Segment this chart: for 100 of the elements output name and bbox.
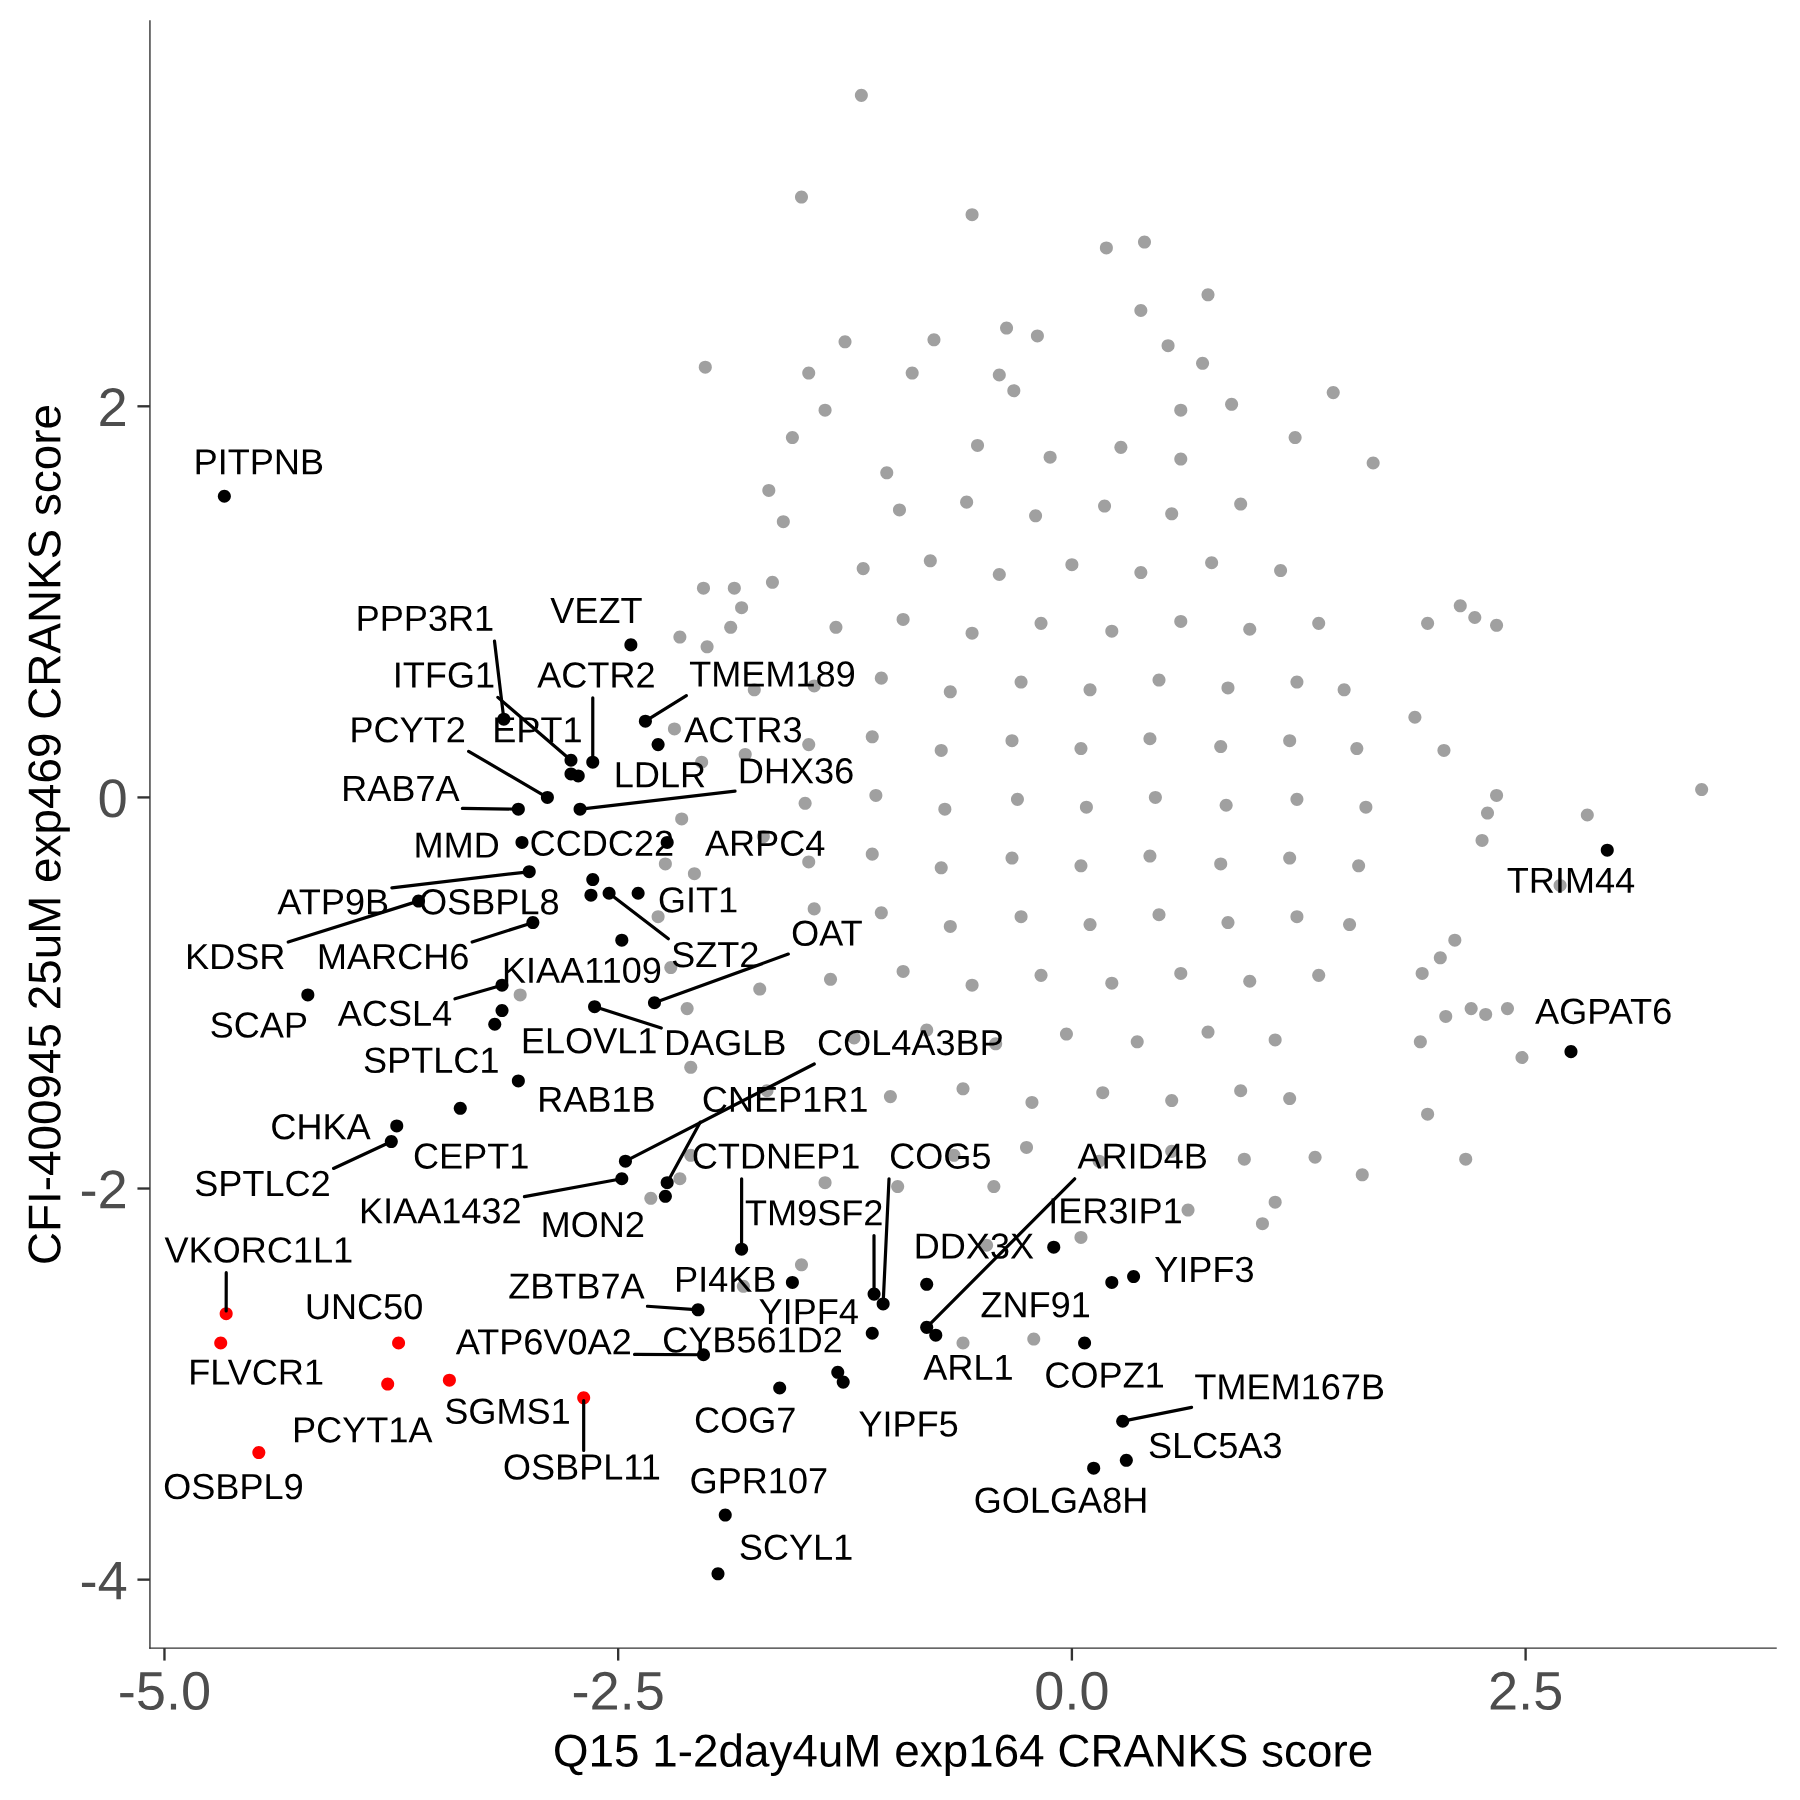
annotation: PCYT2 — [352, 717, 465, 743]
point — [214, 1336, 228, 1350]
annotation: TMEM167B — [1195, 1374, 1384, 1400]
point — [1047, 1240, 1061, 1254]
point — [495, 1004, 509, 1018]
x-tick-label: -5.0 — [120, 1671, 210, 1711]
annotation: COPZ1 — [1046, 1362, 1163, 1388]
point — [301, 988, 315, 1002]
annotation: SGMS1 — [445, 1398, 569, 1425]
annotation: CCDC22 — [531, 830, 673, 856]
point — [1119, 1453, 1133, 1467]
annotation: ACSL4 — [337, 1000, 452, 1027]
x-tick-label: 2.5 — [1490, 1671, 1561, 1711]
point — [586, 873, 600, 887]
x-axis-title: Q15 1-2day4uM exp164 CRANKS score — [555, 1733, 1372, 1777]
annotation: KIAA1109 — [504, 957, 661, 984]
point — [718, 1508, 732, 1522]
annotation: TM9SF2 — [745, 1200, 882, 1226]
x-tick-label: -2.5 — [573, 1671, 663, 1711]
y-axis-title: CFI-400945 25uM exp469 CRANKS score — [28, 406, 70, 1263]
point — [511, 1074, 525, 1088]
annotation: TMEM189 — [689, 661, 855, 687]
point — [711, 1567, 725, 1581]
annotation: ACTR2 — [537, 662, 654, 688]
point — [515, 835, 529, 849]
annotation: ACTR3 — [684, 717, 802, 743]
annotation: CEPT1 — [414, 1143, 528, 1169]
annotation: MARCH6 — [319, 943, 468, 970]
annotation: AGPAT6 — [1535, 998, 1671, 1025]
annotation: GIT1 — [659, 887, 737, 913]
annotation: ELOVL1 — [523, 1027, 656, 1054]
annotation: PPP3R1 — [358, 605, 493, 632]
annotation: CHKA — [272, 1113, 371, 1140]
annotation: MMD — [416, 832, 499, 858]
annotation: ZBTB7A — [509, 1273, 645, 1299]
point — [392, 1336, 406, 1350]
point — [488, 1017, 502, 1031]
annotation: OSBPL11 — [504, 1454, 660, 1480]
y-tick-label: 2 — [100, 388, 125, 426]
annotation: ITFG1 — [396, 662, 494, 688]
point — [658, 1189, 672, 1203]
point — [1087, 1461, 1101, 1475]
point — [390, 1119, 404, 1133]
annotation: VEZT — [550, 598, 642, 623]
point — [1127, 1270, 1141, 1284]
point — [651, 738, 665, 752]
annotation: ZNF91 — [981, 1291, 1090, 1318]
annotation: CYB561D2 — [663, 1327, 841, 1353]
annotation: LDLR — [616, 762, 705, 788]
annotation: YIPF4 — [759, 1299, 858, 1324]
annotation: SPTLC1 — [364, 1047, 498, 1074]
annotation: PI4KB — [677, 1266, 775, 1292]
point — [615, 933, 629, 947]
point — [453, 1101, 467, 1115]
annotation: COL4A3BP — [818, 1029, 1002, 1056]
annotation: OSBPL8 — [420, 889, 559, 915]
annotation: RAB1B — [540, 1086, 654, 1112]
annotation: SCAP — [211, 1012, 307, 1038]
point — [773, 1381, 787, 1395]
annotation: UNC50 — [307, 1293, 422, 1320]
point — [831, 1365, 845, 1379]
point — [1105, 1275, 1119, 1289]
annotation: TRIM44 — [1507, 867, 1635, 893]
annotation: DAGLB — [667, 1029, 785, 1056]
point — [1078, 1336, 1092, 1350]
annotation: GOLGA8H — [975, 1487, 1146, 1514]
point — [571, 769, 585, 783]
annotation: PITPNB — [196, 449, 323, 475]
point — [920, 1277, 934, 1291]
annotation: PCYT1A — [295, 1417, 433, 1443]
annotation: ARPC4 — [705, 830, 825, 856]
annotation: SLC5A3 — [1149, 1432, 1281, 1459]
y-tick-label: -2 — [81, 1170, 125, 1209]
annotation: GPR107 — [691, 1467, 827, 1494]
x-tick-label: 0.0 — [1036, 1671, 1108, 1711]
annotation: COG7 — [695, 1407, 795, 1433]
annotation: ARID4B — [1077, 1143, 1206, 1169]
annotation: OSBPL9 — [164, 1473, 302, 1500]
annotation: CTDNEP1 — [693, 1143, 859, 1169]
annotation: RAB7A — [344, 776, 460, 801]
point — [631, 886, 645, 900]
annotation: YIPF5 — [859, 1411, 958, 1437]
annotation: ATP6V0A2 — [455, 1329, 630, 1355]
point — [929, 1328, 943, 1342]
annotation: YIPF3 — [1155, 1256, 1253, 1283]
annotation: MON2 — [543, 1211, 644, 1238]
point — [584, 888, 598, 902]
annotation: IER3IP1 — [1051, 1198, 1181, 1224]
point — [381, 1377, 395, 1391]
point — [865, 1326, 879, 1340]
y-tick-label: -4 — [81, 1562, 127, 1600]
annotation: ATP9B — [277, 889, 388, 915]
annotation: OAT — [792, 920, 862, 946]
point — [836, 1375, 850, 1389]
point — [624, 638, 638, 652]
y-tick-label: 0 — [99, 779, 126, 818]
annotation: KDSR — [188, 943, 284, 970]
annotation: ARL1 — [923, 1354, 1012, 1380]
point — [442, 1373, 456, 1387]
annotation: COG5 — [890, 1143, 990, 1169]
